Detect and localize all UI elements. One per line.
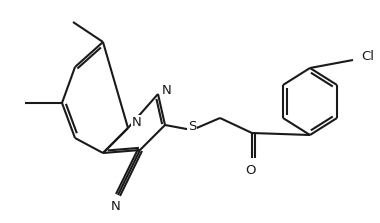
- Text: N: N: [111, 200, 121, 213]
- Text: N: N: [162, 83, 172, 97]
- Text: O: O: [245, 164, 255, 177]
- Text: N: N: [132, 116, 142, 128]
- Text: Cl: Cl: [361, 50, 374, 64]
- Text: S: S: [188, 120, 196, 132]
